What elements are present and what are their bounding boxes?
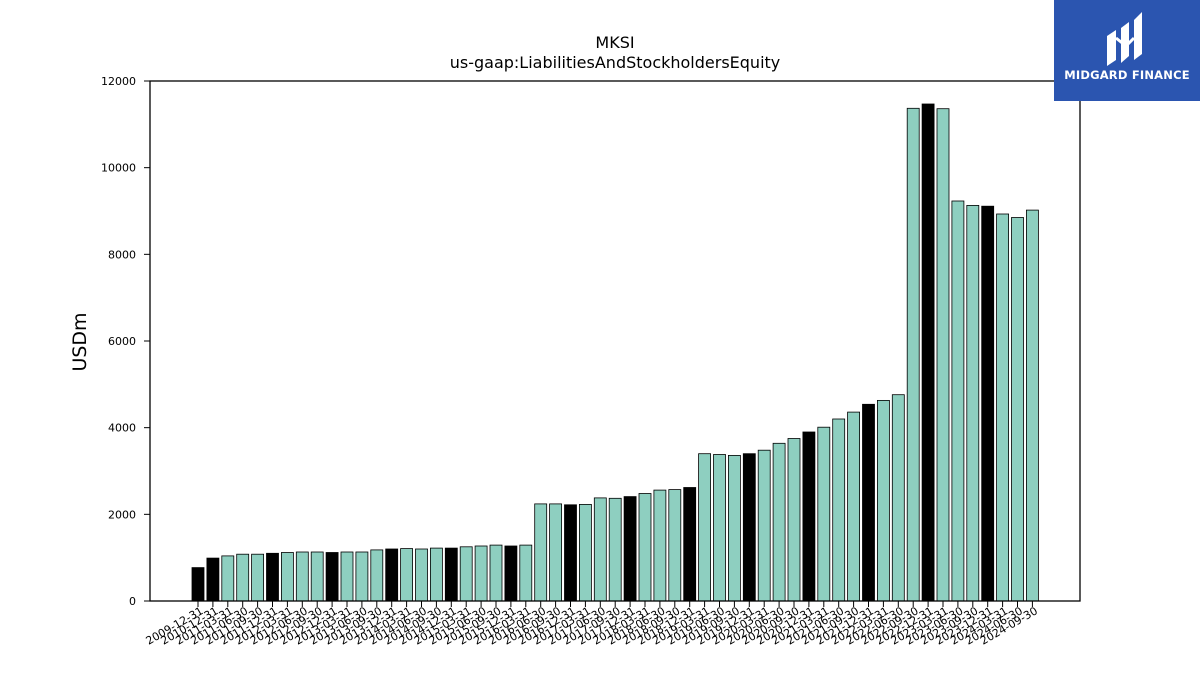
bar bbox=[951, 200, 965, 602]
bar bbox=[847, 411, 860, 602]
bar bbox=[757, 449, 771, 602]
bar bbox=[370, 549, 384, 602]
y-axis: 0 2000 4000 6000 8000 10000 12000 bbox=[101, 75, 150, 608]
bar bbox=[862, 403, 875, 602]
bar bbox=[504, 545, 518, 602]
bar bbox=[251, 553, 265, 602]
chart-title: MKSI bbox=[595, 33, 634, 52]
brand-name: MIDGARD FINANCE bbox=[1064, 68, 1190, 82]
x-axis: 2009-12-312010-12-312011-03-312011-06-30… bbox=[144, 601, 1040, 648]
bar bbox=[564, 504, 577, 602]
bar bbox=[415, 548, 428, 602]
bar bbox=[742, 453, 756, 602]
bar bbox=[579, 503, 592, 602]
y-tick-label: 6000 bbox=[108, 335, 136, 348]
bar bbox=[385, 548, 399, 602]
bar bbox=[400, 548, 414, 602]
brand-mark-icon bbox=[1107, 12, 1142, 66]
bar bbox=[519, 544, 533, 602]
bar bbox=[191, 567, 205, 602]
bar bbox=[668, 489, 682, 602]
bar bbox=[623, 496, 637, 602]
y-tick-label: 0 bbox=[129, 595, 136, 608]
bar bbox=[787, 438, 801, 602]
chart-subtitle: us-gaap:LiabilitiesAndStockholdersEquity bbox=[450, 53, 781, 72]
bar bbox=[429, 547, 443, 602]
bar bbox=[936, 108, 950, 602]
bar bbox=[593, 497, 607, 602]
y-tick-label: 12000 bbox=[101, 75, 136, 88]
bar bbox=[638, 493, 652, 602]
brand-logo: MIDGARD FINANCE bbox=[1054, 0, 1200, 101]
bar bbox=[802, 431, 816, 602]
bar bbox=[832, 418, 846, 602]
y-tick-label: 2000 bbox=[108, 508, 136, 521]
bar bbox=[489, 544, 503, 602]
bars-group bbox=[191, 103, 1039, 602]
bar bbox=[325, 552, 339, 602]
bar bbox=[981, 205, 995, 602]
bar bbox=[549, 503, 562, 602]
bar bbox=[966, 204, 980, 602]
bar bbox=[236, 553, 250, 602]
bar bbox=[906, 107, 920, 602]
y-axis-label: USDm bbox=[69, 312, 91, 371]
bar bbox=[459, 546, 473, 602]
bar bbox=[921, 103, 935, 602]
bar bbox=[891, 394, 905, 602]
bar bbox=[295, 551, 309, 602]
bar bbox=[817, 426, 831, 602]
y-tick-label: 4000 bbox=[108, 422, 136, 435]
bar bbox=[266, 552, 279, 602]
bar bbox=[221, 555, 235, 602]
bar bbox=[698, 453, 711, 602]
bar bbox=[1011, 217, 1024, 602]
bar bbox=[355, 551, 369, 602]
bar bbox=[534, 503, 548, 602]
bar bbox=[653, 489, 667, 602]
bar bbox=[713, 454, 726, 602]
bar bbox=[608, 497, 622, 602]
bar bbox=[772, 442, 786, 602]
bar bbox=[728, 454, 741, 602]
bar bbox=[877, 399, 890, 602]
bar bbox=[280, 552, 294, 602]
bar bbox=[1026, 209, 1039, 602]
y-tick-label: 8000 bbox=[108, 248, 136, 261]
bar bbox=[996, 213, 1009, 602]
y-tick-label: 10000 bbox=[101, 162, 136, 175]
bar bbox=[206, 557, 220, 602]
bar bbox=[474, 545, 488, 602]
bar bbox=[310, 551, 324, 602]
plot-frame bbox=[149, 80, 1081, 602]
bar bbox=[444, 547, 458, 602]
bar bbox=[683, 487, 697, 602]
bar bbox=[340, 551, 354, 602]
